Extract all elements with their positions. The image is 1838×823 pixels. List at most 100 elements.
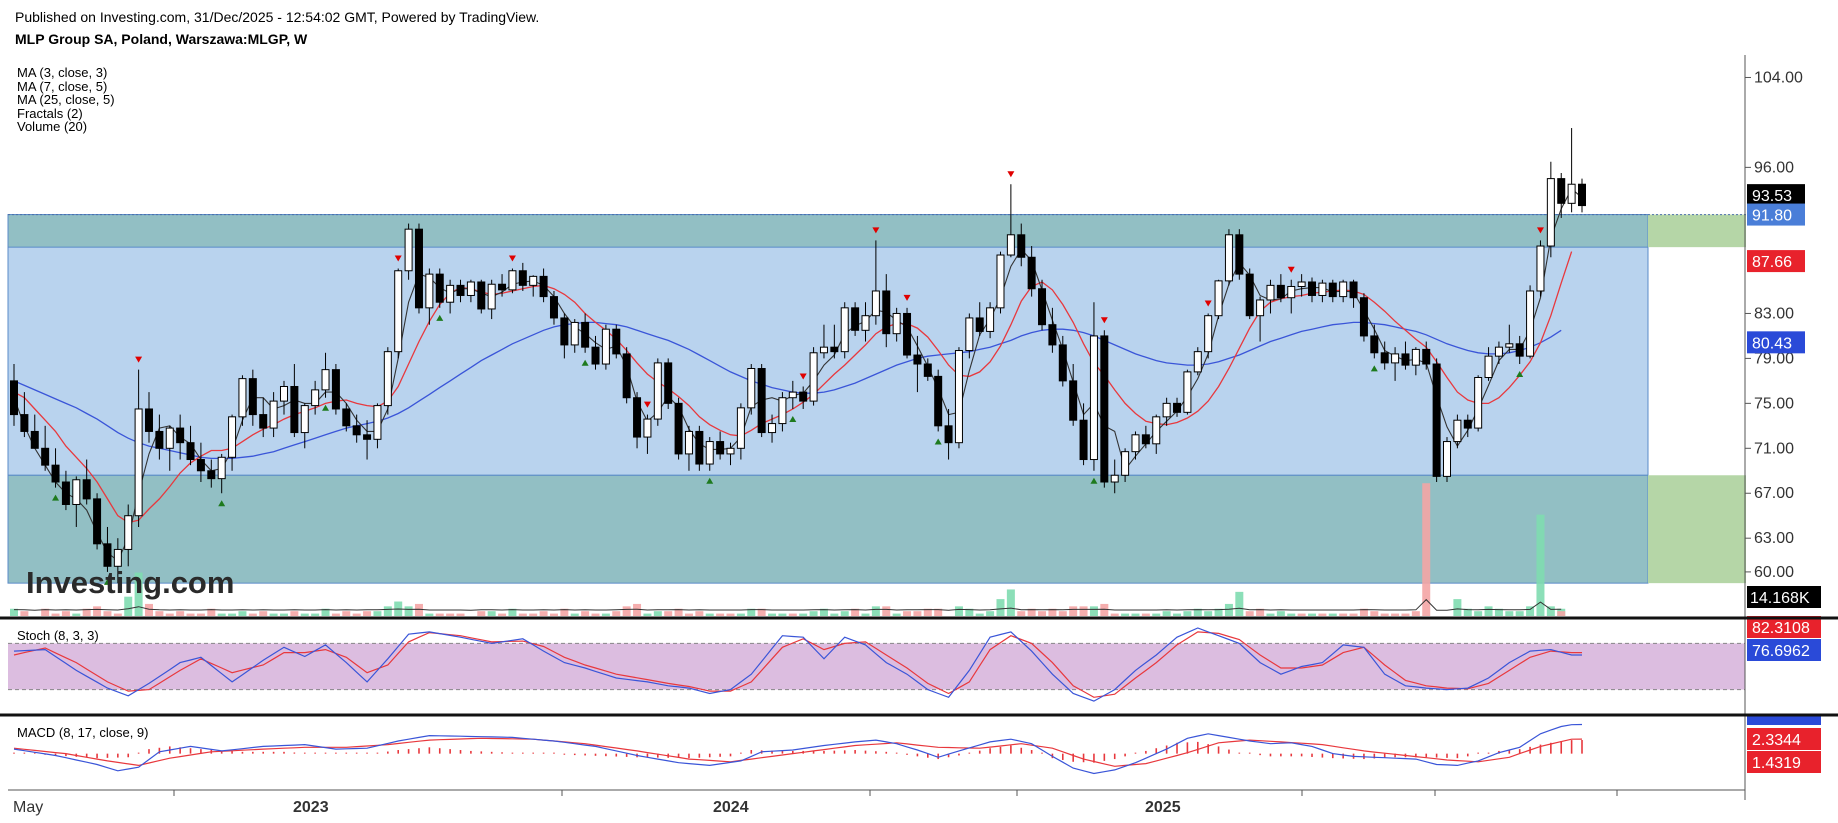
price-badge-label: 87.66 <box>1752 254 1792 271</box>
candle <box>986 302 995 339</box>
candle <box>612 324 621 359</box>
candle <box>259 397 268 438</box>
candle-body <box>1453 419 1462 443</box>
candle <box>1515 335 1524 365</box>
volume-bar-up <box>1484 606 1493 616</box>
price-badge <box>1747 203 1805 226</box>
volume-bar-down <box>363 611 372 616</box>
candle-body <box>425 273 434 309</box>
volume-bar-down <box>144 603 153 616</box>
candle <box>1422 341 1431 370</box>
candle <box>560 313 569 359</box>
candle-body <box>871 290 880 317</box>
volume-bar-up <box>404 606 413 616</box>
fractal-low-marker <box>436 314 444 321</box>
price-panel[interactable] <box>7 128 1748 616</box>
candle <box>1494 341 1503 365</box>
volume-bar-down <box>196 613 205 616</box>
volume-bar-up <box>1173 613 1182 616</box>
candle <box>716 431 725 460</box>
candle <box>695 425 704 471</box>
fractal-high-marker <box>1287 266 1295 273</box>
candle <box>1308 277 1317 303</box>
candle <box>383 347 392 415</box>
candle <box>954 347 963 449</box>
candle <box>238 375 247 426</box>
candle-body <box>1411 348 1420 366</box>
volume-bar-down <box>1557 611 1566 616</box>
candle <box>20 392 29 438</box>
volume-badge <box>1747 586 1821 608</box>
macd-badge-stub <box>1747 716 1821 725</box>
volume-bar-down <box>1110 613 1119 616</box>
volume-bar-up <box>1526 606 1535 616</box>
candle-body <box>1058 344 1067 382</box>
candle-body <box>653 362 662 420</box>
stochastic-panel[interactable]: 82.3108 76.6962 <box>8 616 1821 702</box>
macd-panel[interactable]: 2.3344 1.4319 <box>13 716 1821 775</box>
candle-body <box>331 369 340 410</box>
volume-bar-down <box>633 603 642 616</box>
volume-bar-down <box>414 603 423 616</box>
volume-bar-down <box>1017 611 1026 616</box>
stoch-band <box>8 643 1745 690</box>
candle-body <box>498 283 507 291</box>
candle <box>1006 184 1015 258</box>
candle-body <box>466 281 475 296</box>
candle-body <box>1380 352 1389 364</box>
candle <box>799 386 808 409</box>
stoch-d-line <box>13 631 1582 698</box>
candle-body <box>248 378 257 416</box>
candle-body <box>1017 234 1026 258</box>
volume-bar-down <box>155 611 164 616</box>
fractal-low-marker <box>218 500 226 507</box>
candle <box>217 453 226 494</box>
volume-bar-down <box>446 613 455 616</box>
y-tick-label: 83.00 <box>1754 305 1794 322</box>
candle-body <box>10 380 18 416</box>
y-tick-label: 71.00 <box>1754 440 1794 457</box>
y-tick-label: 96.00 <box>1754 159 1794 176</box>
candle-body <box>404 228 413 272</box>
candle-body <box>1422 348 1431 365</box>
candle-body <box>1567 183 1576 204</box>
candle <box>1048 307 1057 353</box>
candle <box>965 313 974 359</box>
candle-body <box>1110 474 1119 483</box>
volume-bar-up <box>1266 613 1275 616</box>
volume-bar-down <box>851 608 860 616</box>
volume-bar-down <box>41 608 50 616</box>
candle <box>601 324 610 370</box>
candle-body <box>217 456 226 480</box>
volume-bar-up <box>1224 603 1233 616</box>
candle <box>446 279 455 314</box>
candle-body <box>373 405 382 440</box>
volume-bar-down <box>93 606 102 616</box>
candle <box>279 380 288 415</box>
candle <box>196 442 205 483</box>
candle-body <box>1048 324 1057 346</box>
volume-bar-up <box>747 608 756 616</box>
candle-body <box>1121 451 1130 476</box>
volume-bar-down <box>1370 611 1379 616</box>
candle <box>539 268 548 303</box>
candle <box>1069 364 1078 426</box>
axes: 104.00 96.00 83.00 79.00 75.00 71.00 67.00 63.0… <box>0 55 1838 816</box>
volume-bar-up <box>1453 599 1462 616</box>
fractal-high-marker <box>1536 227 1544 234</box>
candle <box>1256 296 1265 342</box>
candle <box>1432 358 1441 483</box>
volume-bar-up <box>768 613 777 616</box>
candle <box>124 504 133 567</box>
candle <box>394 268 403 359</box>
candle-body <box>747 368 756 409</box>
volume-bar-up <box>1204 611 1213 616</box>
candle-body <box>903 312 912 356</box>
volume-bar-down <box>435 613 444 616</box>
x-tick-label: 2025 <box>1145 799 1181 816</box>
candle-body <box>934 375 943 427</box>
candle-body <box>269 400 278 429</box>
candle-body <box>228 416 237 458</box>
volume-bar-up <box>954 606 963 616</box>
